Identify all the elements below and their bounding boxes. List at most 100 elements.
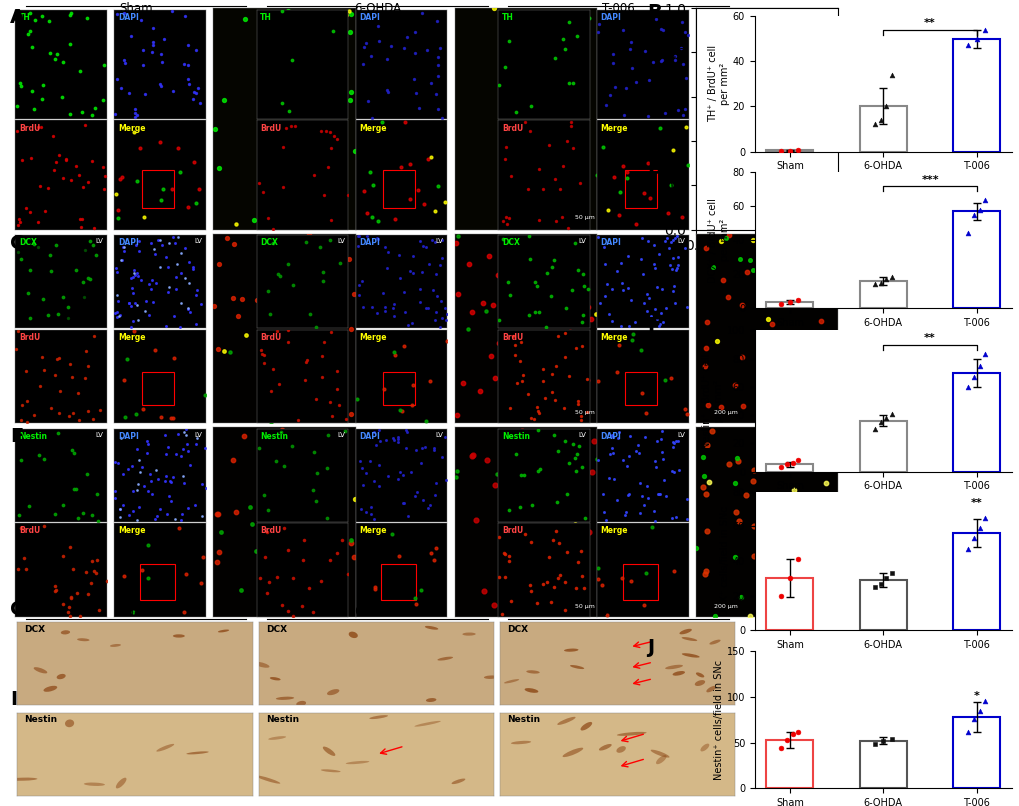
Point bbox=[37, 520, 53, 533]
Point bbox=[544, 280, 560, 293]
Ellipse shape bbox=[451, 779, 465, 784]
Point bbox=[49, 352, 65, 365]
Point bbox=[273, 426, 289, 438]
Point bbox=[63, 591, 79, 604]
Point bbox=[603, 283, 620, 296]
Point bbox=[356, 40, 372, 53]
Point bbox=[529, 397, 545, 409]
Point bbox=[77, 344, 94, 357]
Point bbox=[64, 407, 81, 420]
Point bbox=[11, 216, 28, 229]
Point bbox=[358, 37, 374, 50]
Point bbox=[79, 12, 96, 25]
Point bbox=[532, 463, 548, 476]
Point bbox=[319, 160, 335, 173]
Point bbox=[230, 310, 247, 322]
Point bbox=[668, 251, 685, 264]
Point bbox=[675, 58, 691, 71]
Text: Merge: Merge bbox=[600, 124, 628, 133]
Point bbox=[544, 260, 560, 273]
Point bbox=[628, 218, 644, 231]
Point bbox=[15, 551, 32, 564]
Point bbox=[354, 462, 370, 475]
Point bbox=[176, 272, 193, 285]
Point bbox=[533, 290, 549, 303]
Point bbox=[253, 343, 269, 356]
Point bbox=[676, 25, 692, 38]
Text: **: ** bbox=[923, 333, 935, 343]
Point bbox=[698, 564, 714, 577]
Point bbox=[529, 465, 545, 478]
Point bbox=[426, 488, 442, 501]
Text: DAPI: DAPI bbox=[118, 13, 139, 22]
Point bbox=[124, 505, 141, 517]
Point bbox=[504, 331, 521, 344]
Point bbox=[772, 144, 789, 157]
Point bbox=[126, 268, 143, 281]
Point bbox=[551, 372, 568, 385]
Point bbox=[175, 426, 192, 438]
Point bbox=[425, 443, 441, 456]
Point bbox=[361, 455, 377, 467]
Point bbox=[81, 405, 97, 418]
Point bbox=[601, 448, 618, 461]
Point bbox=[145, 35, 161, 48]
Point bbox=[328, 365, 344, 378]
Point bbox=[108, 311, 124, 324]
Point bbox=[596, 258, 612, 271]
Text: 200 μm: 200 μm bbox=[713, 604, 737, 609]
Point bbox=[815, 184, 832, 197]
Point bbox=[174, 442, 191, 455]
Point bbox=[507, 393, 524, 405]
Point bbox=[569, 447, 585, 460]
Point bbox=[158, 251, 174, 264]
Point bbox=[800, 492, 816, 505]
Point bbox=[175, 470, 192, 483]
Point bbox=[570, 263, 586, 276]
Point bbox=[547, 214, 564, 227]
Text: Merge: Merge bbox=[600, 526, 628, 535]
Point bbox=[772, 297, 789, 310]
Point bbox=[331, 181, 347, 194]
Point bbox=[376, 305, 392, 318]
Text: LV: LV bbox=[578, 238, 586, 244]
Bar bbox=[765, 464, 812, 472]
Point bbox=[871, 416, 888, 429]
Point bbox=[653, 425, 669, 438]
Point bbox=[209, 508, 225, 521]
Text: I: I bbox=[10, 690, 17, 709]
Point bbox=[650, 488, 666, 501]
Point bbox=[959, 542, 975, 555]
Point bbox=[758, 384, 774, 397]
Point bbox=[126, 110, 143, 123]
Text: Nestin: Nestin bbox=[501, 431, 529, 441]
Point bbox=[866, 422, 882, 435]
Point bbox=[583, 465, 599, 478]
Point bbox=[312, 241, 328, 254]
Point bbox=[826, 81, 843, 94]
Point bbox=[177, 241, 194, 254]
Point bbox=[305, 484, 321, 496]
Point bbox=[108, 73, 124, 85]
Point bbox=[976, 695, 993, 708]
Ellipse shape bbox=[650, 750, 668, 758]
Point bbox=[573, 339, 589, 352]
Point bbox=[557, 301, 574, 314]
Point bbox=[706, 609, 722, 622]
Point bbox=[531, 214, 547, 227]
Point bbox=[788, 596, 804, 609]
Point bbox=[500, 211, 517, 224]
Point bbox=[665, 280, 682, 293]
Point bbox=[600, 472, 616, 484]
Text: BrdU: BrdU bbox=[260, 333, 281, 342]
Point bbox=[198, 482, 214, 495]
Point bbox=[259, 586, 275, 599]
Point bbox=[490, 336, 506, 349]
Point bbox=[877, 572, 894, 585]
Point bbox=[430, 102, 446, 115]
Point bbox=[772, 589, 789, 602]
Point bbox=[111, 310, 127, 322]
Point bbox=[351, 289, 367, 302]
Point bbox=[67, 160, 84, 172]
Point bbox=[165, 231, 181, 243]
